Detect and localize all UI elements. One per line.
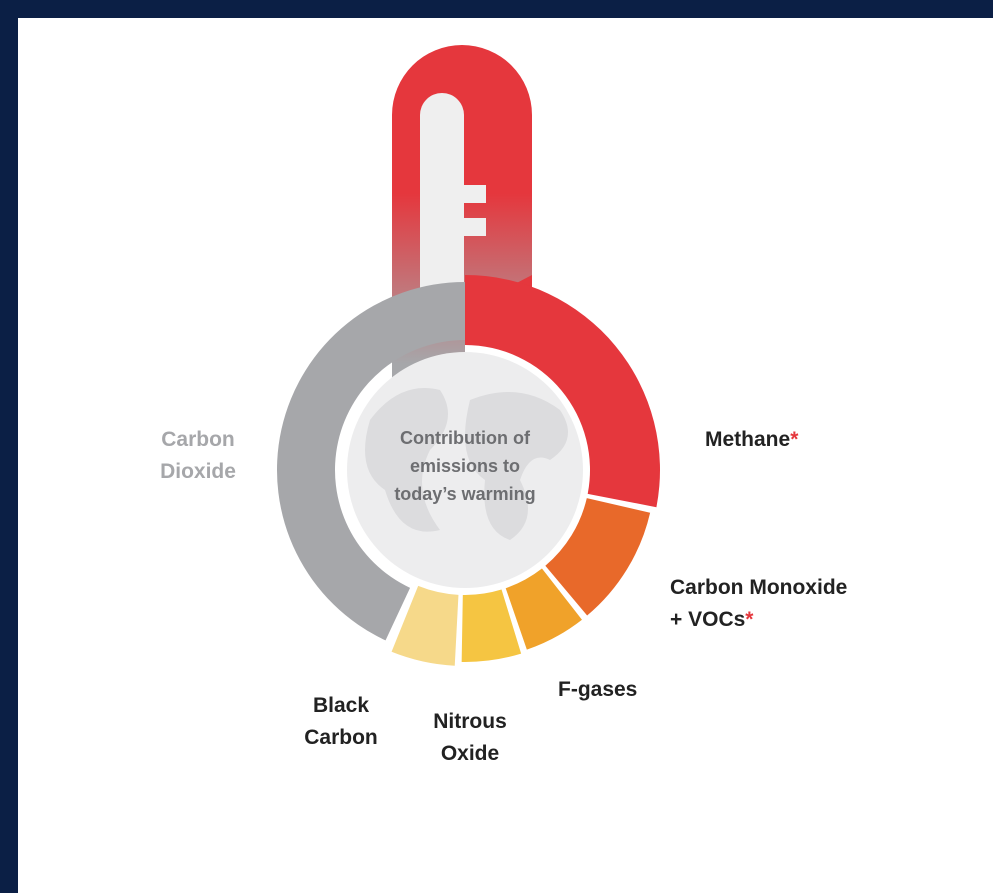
tube-channel <box>420 93 464 330</box>
label-text: + VOCs <box>670 608 745 631</box>
continents <box>365 388 568 540</box>
black-carbon-segment <box>391 585 459 666</box>
carbon-monoxide-segment <box>545 498 651 616</box>
tick <box>464 185 486 203</box>
center-text: Contribution of <box>400 428 531 448</box>
methane-segment <box>465 275 661 508</box>
label: + VOCs* <box>670 608 754 631</box>
label: F-gases <box>558 678 637 701</box>
tick <box>464 218 486 236</box>
ring <box>277 275 661 666</box>
label: Carbon Monoxide <box>670 576 847 599</box>
asterisk: * <box>745 608 754 631</box>
label: Dioxide <box>160 460 236 483</box>
center-text: today’s warming <box>394 484 535 504</box>
nitrous-oxide-segment <box>461 589 522 662</box>
carbon-dioxide-segment <box>277 282 465 641</box>
label: Black <box>313 694 369 717</box>
label: Carbon <box>161 428 235 451</box>
label: Carbon <box>304 726 378 749</box>
label: Methane* <box>705 428 799 451</box>
asterisk: * <box>790 428 799 451</box>
center-text: emissions to <box>410 456 520 476</box>
label: Nitrous <box>433 710 507 733</box>
f-gases-segment <box>505 568 582 650</box>
label-text: Methane <box>705 428 790 451</box>
label: Oxide <box>441 742 499 765</box>
